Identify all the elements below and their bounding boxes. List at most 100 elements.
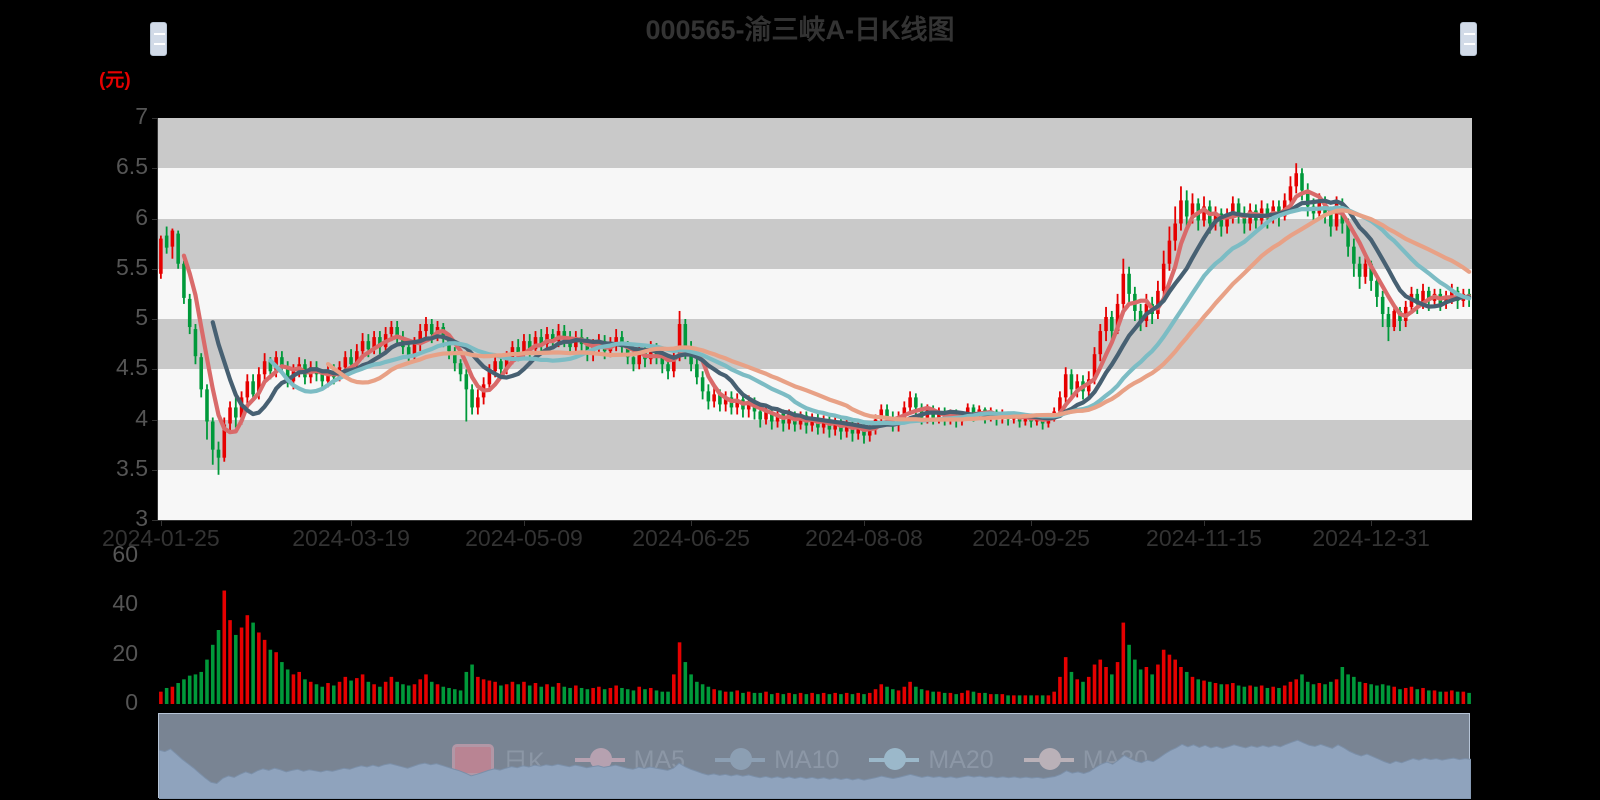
volume-bar [320, 686, 325, 704]
volume-bar [343, 676, 348, 704]
candle-body [735, 399, 739, 408]
candle-body [355, 351, 359, 365]
candle-body [833, 421, 837, 430]
volume-bar [1277, 687, 1281, 704]
volume-bar [1242, 686, 1247, 704]
volume-bar [1265, 687, 1270, 704]
volume-bar [337, 681, 342, 704]
candle-body [343, 357, 348, 368]
candle-body [1213, 213, 1218, 224]
date-tick-label: 2024-05-09 [465, 525, 583, 551]
volume-bar [867, 692, 872, 704]
candle-body [182, 263, 186, 298]
volume-bar [372, 684, 376, 704]
volume-bar [821, 692, 826, 704]
candle-body [280, 357, 284, 368]
candle-body [539, 337, 544, 345]
candle-body [1369, 263, 1373, 281]
volume-bar [1173, 659, 1177, 704]
volume-bar [1231, 683, 1235, 704]
volume-tick-label: 20 [112, 639, 138, 666]
volume-bar [1403, 687, 1408, 704]
candle-body [504, 357, 509, 370]
volume-bar [291, 674, 296, 704]
candle-body [965, 407, 970, 415]
candle-wick [217, 441, 220, 475]
candle-body [625, 347, 630, 358]
volume-bar [654, 690, 659, 704]
candle-body [349, 357, 353, 365]
candle-body [395, 327, 399, 338]
candle-body [1415, 293, 1420, 304]
volume-bar [1035, 695, 1039, 704]
volume-bar [308, 681, 313, 704]
volume-bar [994, 694, 999, 704]
volume-bar [516, 684, 520, 704]
grid-band [158, 218, 1472, 269]
volume-bar [205, 659, 209, 704]
candle-body [695, 364, 699, 378]
grid-band [158, 469, 1472, 520]
candle-body [1346, 223, 1350, 247]
volume-bar [1305, 681, 1310, 704]
volume-bar [1294, 679, 1299, 704]
volume-bar [522, 681, 526, 704]
candle-body [856, 425, 861, 434]
volume-bar [1340, 667, 1345, 704]
candle-body [1121, 273, 1126, 304]
volume-bar [977, 692, 982, 704]
volume-bar [1023, 695, 1028, 704]
volume-bar [1346, 674, 1350, 704]
volume-bar [735, 690, 739, 704]
candle-body [821, 419, 826, 428]
price-tick-label: 5 [135, 304, 148, 330]
candle-body [672, 357, 676, 372]
volume-bar [891, 689, 895, 704]
candle-body [879, 409, 884, 420]
datazoom-left-handle[interactable] [150, 22, 167, 56]
volume-bar [1219, 684, 1224, 704]
volume-bar [798, 692, 803, 704]
candle-body [914, 397, 918, 408]
volume-bar [914, 686, 918, 704]
candle-body [1138, 310, 1143, 322]
volume-bar [1380, 684, 1385, 704]
volume-bar [1017, 695, 1022, 704]
price-tick-mark [152, 419, 158, 421]
volume-bar [527, 685, 532, 704]
candle-body [1110, 316, 1114, 332]
candle-body [262, 361, 267, 375]
volume-bar [170, 686, 175, 704]
candle-body [550, 334, 555, 342]
volume-bar [793, 694, 797, 704]
volume-bar [1040, 695, 1045, 704]
volume-bar [1196, 679, 1201, 704]
candle-body [723, 397, 728, 405]
candle-body [1421, 290, 1425, 304]
candle-body [1179, 200, 1183, 224]
datazoom-preview-svg [159, 739, 1471, 799]
candle-body [176, 233, 180, 264]
candle-body [245, 381, 250, 398]
candle-body [712, 394, 716, 402]
volume-bar [608, 687, 613, 704]
volume-bar [216, 630, 221, 704]
date-tick-mark [1031, 520, 1033, 526]
datazoom-right-handle[interactable] [1460, 22, 1477, 56]
volume-bar [1213, 683, 1218, 704]
candle-body [1127, 273, 1131, 294]
volume-bar [510, 681, 515, 704]
volume-bar [418, 679, 423, 704]
volume-bar [942, 692, 947, 704]
volume-bar [1300, 674, 1304, 704]
volume-bar [1052, 691, 1056, 704]
volume-bar [1150, 674, 1154, 704]
volume-bar [458, 690, 463, 704]
volume-bar [1207, 681, 1212, 704]
candle-body [1277, 206, 1281, 217]
volume-bar [1012, 695, 1016, 704]
volume-bar [1098, 659, 1103, 704]
datazoom-slider[interactable] [158, 713, 1471, 799]
volume-bar [660, 691, 665, 704]
